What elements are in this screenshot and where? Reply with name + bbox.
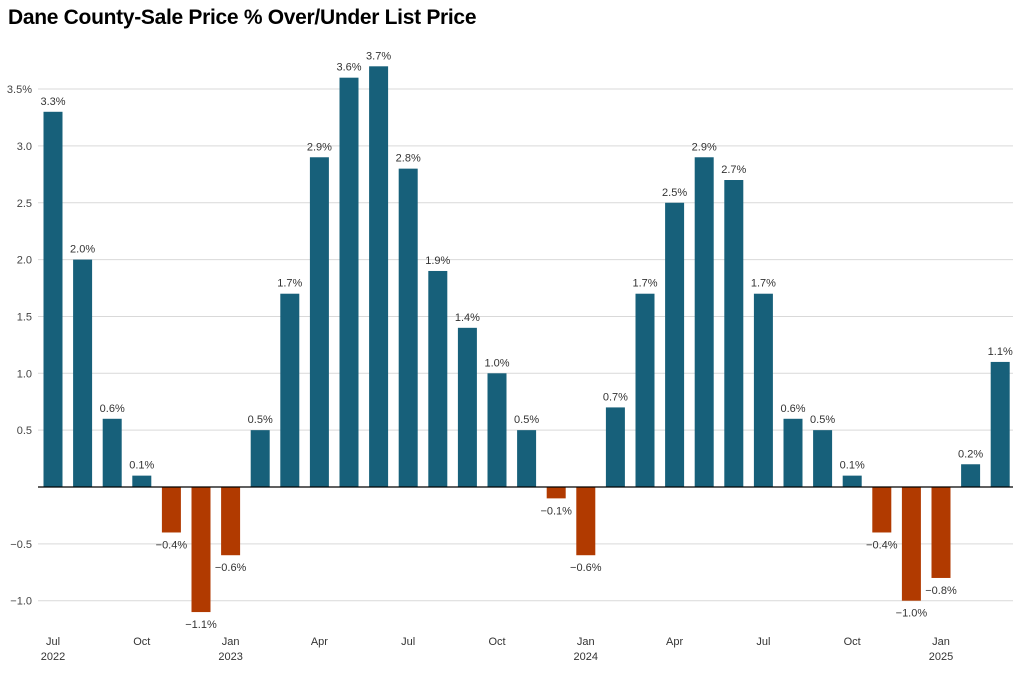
data-label: 1.4%: [455, 312, 480, 324]
data-label: 1.7%: [632, 278, 657, 290]
data-label: −1.1%: [185, 619, 217, 631]
bar: [635, 293, 655, 487]
data-label: −1.0%: [896, 608, 928, 620]
bar: [694, 157, 714, 487]
data-label: 0.2%: [958, 448, 983, 460]
bar: [990, 361, 1010, 487]
bar: [339, 77, 359, 488]
data-label: 2.7%: [721, 164, 746, 176]
bar: [280, 293, 300, 487]
data-label: 0.5%: [810, 414, 835, 426]
bar: [487, 373, 507, 487]
bar: [102, 418, 122, 487]
bar: [457, 327, 477, 487]
bar: [753, 293, 773, 487]
data-label: −0.6%: [215, 562, 247, 574]
data-label: 3.7%: [366, 50, 391, 62]
bar: [901, 487, 921, 601]
bar: [517, 430, 537, 487]
y-tick-label: 2.0: [17, 255, 32, 267]
bar: [724, 180, 744, 487]
bar: [576, 487, 596, 556]
x-tick-year: 2025: [929, 651, 953, 663]
bar: [73, 259, 93, 487]
data-label: 0.5%: [514, 414, 539, 426]
data-label: 0.6%: [100, 403, 125, 415]
x-tick-month: Apr: [311, 636, 328, 648]
y-tick-label: 1.5: [17, 311, 32, 323]
bar: [546, 487, 566, 499]
data-label: 1.7%: [751, 278, 776, 290]
data-label: 1.1%: [988, 346, 1013, 358]
bar: [132, 475, 152, 487]
bar: [813, 430, 833, 487]
y-tick-label: −0.5: [10, 539, 32, 551]
data-label: 0.1%: [840, 460, 865, 472]
data-label: 3.6%: [336, 62, 361, 74]
data-label: −0.4%: [866, 539, 898, 551]
bar: [191, 487, 211, 613]
data-label: 2.9%: [307, 141, 332, 153]
bar: [961, 464, 981, 487]
y-tick-label: 1.0: [17, 368, 32, 380]
chart-title: Dane County-Sale Price % Over/Under List…: [8, 6, 477, 29]
bar: [250, 430, 270, 487]
bar: [161, 487, 181, 533]
bar: [872, 487, 892, 533]
bar: [783, 418, 803, 487]
data-label: 2.0%: [70, 244, 95, 256]
x-tick-year: 2024: [574, 651, 598, 663]
data-label: 3.3%: [40, 96, 65, 108]
x-tick-year: 2022: [41, 651, 65, 663]
x-tick-month: Jul: [756, 636, 770, 648]
bar: [398, 168, 418, 487]
data-label: 1.0%: [484, 357, 509, 369]
bar: [309, 157, 329, 487]
data-label: 2.8%: [396, 153, 421, 165]
x-tick-year: 2023: [218, 651, 242, 663]
bar: [428, 270, 448, 487]
x-tick-month: Oct: [488, 636, 505, 648]
bar: [842, 475, 862, 487]
y-tick-label: 3.5%: [7, 84, 32, 96]
x-tick-month: Oct: [844, 636, 861, 648]
x-tick-month: Oct: [133, 636, 150, 648]
data-label: −0.1%: [540, 505, 572, 517]
x-tick-month: Jan: [222, 636, 240, 648]
data-label: 2.9%: [692, 141, 717, 153]
bar: [605, 407, 625, 487]
data-label: −0.4%: [156, 539, 188, 551]
x-tick-month: Jul: [46, 636, 60, 648]
x-tick-month: Apr: [666, 636, 683, 648]
data-label: 1.7%: [277, 278, 302, 290]
data-label: 0.6%: [780, 403, 805, 415]
y-tick-label: 0.5: [17, 425, 32, 437]
data-label: 0.7%: [603, 391, 628, 403]
data-label: −0.6%: [570, 562, 602, 574]
data-label: −0.8%: [925, 585, 957, 597]
bar: [43, 111, 63, 487]
y-tick-label: 3.0: [17, 141, 32, 153]
bar: [221, 487, 241, 556]
y-tick-label: −1.0: [10, 596, 32, 608]
data-label: 0.5%: [248, 414, 273, 426]
data-label: 1.9%: [425, 255, 450, 267]
data-label: 0.1%: [129, 460, 154, 472]
x-tick-month: Jan: [577, 636, 595, 648]
bar: [665, 202, 685, 487]
data-label: 2.5%: [662, 187, 687, 199]
bar: [369, 66, 389, 487]
x-tick-month: Jan: [932, 636, 950, 648]
y-tick-label: 2.5: [17, 198, 32, 210]
x-tick-month: Jul: [401, 636, 415, 648]
bar: [931, 487, 951, 578]
